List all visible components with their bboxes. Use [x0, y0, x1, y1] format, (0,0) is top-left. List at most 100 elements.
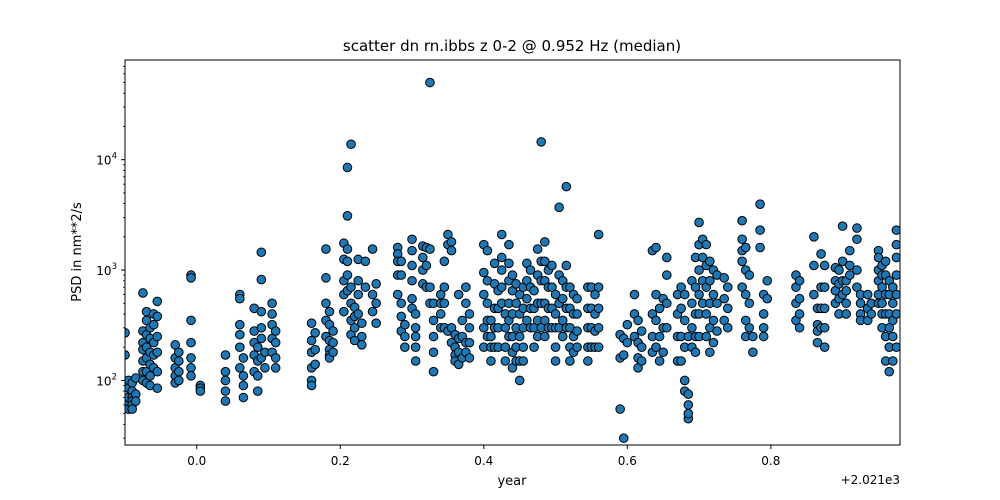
data-point — [852, 265, 862, 275]
data-point — [321, 273, 331, 283]
data-point — [407, 245, 417, 256]
data-point — [256, 247, 267, 258]
data-point — [235, 342, 245, 353]
data-point — [145, 371, 155, 381]
data-point — [479, 267, 489, 278]
data-point — [618, 433, 629, 443]
data-point — [651, 289, 661, 300]
data-point — [755, 199, 765, 209]
data-point — [174, 347, 184, 358]
x-tick-label: 0.8 — [761, 454, 780, 468]
data-point — [371, 298, 381, 309]
data-point — [661, 298, 672, 309]
data-point — [428, 315, 439, 326]
data-point — [353, 289, 364, 300]
data-point — [593, 322, 604, 333]
plot-frame — [124, 59, 901, 446]
data-point — [809, 260, 819, 271]
data-point — [425, 244, 435, 254]
data-point — [220, 375, 231, 386]
data-point — [256, 274, 267, 285]
data-point — [705, 256, 715, 267]
data-point — [629, 289, 640, 300]
data-point — [310, 328, 320, 338]
x-tick-label: 0.6 — [618, 454, 637, 468]
plot-area — [124, 59, 901, 446]
data-point — [256, 333, 267, 344]
data-point — [819, 342, 830, 353]
data-point — [489, 258, 500, 269]
data-point — [891, 270, 900, 280]
data-point — [740, 289, 751, 300]
data-point — [518, 342, 529, 353]
data-point — [636, 342, 647, 353]
data-point — [407, 275, 417, 286]
data-point — [536, 137, 547, 147]
data-point — [238, 392, 249, 403]
data-point — [744, 322, 755, 333]
data-point — [819, 303, 830, 314]
data-point — [392, 289, 403, 300]
data-point — [342, 256, 353, 267]
data-point — [486, 331, 496, 342]
data-point — [755, 225, 765, 235]
data-point — [353, 309, 364, 319]
data-point — [683, 400, 694, 410]
data-point — [561, 181, 572, 192]
data-point — [252, 371, 263, 381]
data-point — [353, 275, 364, 286]
data-point — [561, 260, 572, 271]
data-point — [554, 202, 564, 213]
data-point — [837, 221, 848, 231]
data-point — [755, 242, 765, 253]
data-point — [238, 371, 249, 381]
data-point — [425, 282, 435, 292]
data-point — [888, 356, 898, 366]
data-point — [844, 270, 855, 280]
data-point — [252, 342, 263, 353]
data-point — [705, 347, 715, 358]
data-point — [758, 309, 769, 319]
data-point — [514, 375, 525, 386]
data-point — [270, 326, 281, 336]
data-point — [762, 275, 773, 286]
data-point — [357, 340, 367, 350]
data-point — [235, 293, 245, 304]
data-point — [507, 270, 518, 280]
data-point — [496, 252, 507, 263]
data-point — [446, 245, 457, 256]
data-point — [357, 331, 367, 342]
data-point — [446, 237, 457, 247]
data-point — [794, 309, 805, 319]
y-tick-label: 102 — [96, 372, 117, 388]
data-point — [220, 386, 231, 396]
data-point — [550, 356, 561, 366]
data-point — [654, 331, 665, 342]
data-point — [547, 260, 557, 271]
data-point — [844, 260, 855, 271]
data-point — [683, 389, 694, 400]
x-axis-offset-label: +2.021e3 — [841, 473, 900, 487]
data-point — [593, 303, 604, 314]
data-point — [661, 322, 672, 333]
data-point — [130, 396, 141, 406]
data-point — [238, 380, 249, 391]
data-point — [679, 375, 690, 386]
data-point — [891, 239, 900, 250]
data-point — [891, 342, 900, 352]
data-point — [270, 363, 281, 373]
data-point — [841, 298, 851, 309]
data-point — [500, 356, 511, 366]
data-point — [328, 337, 338, 348]
data-point — [852, 234, 862, 245]
data-point — [439, 298, 450, 309]
data-point — [618, 350, 629, 360]
data-point — [306, 380, 317, 391]
data-point — [410, 322, 421, 333]
data-point — [583, 356, 593, 366]
data-point — [371, 279, 381, 289]
data-point — [328, 347, 338, 358]
data-point — [719, 273, 729, 283]
data-point — [342, 270, 353, 280]
